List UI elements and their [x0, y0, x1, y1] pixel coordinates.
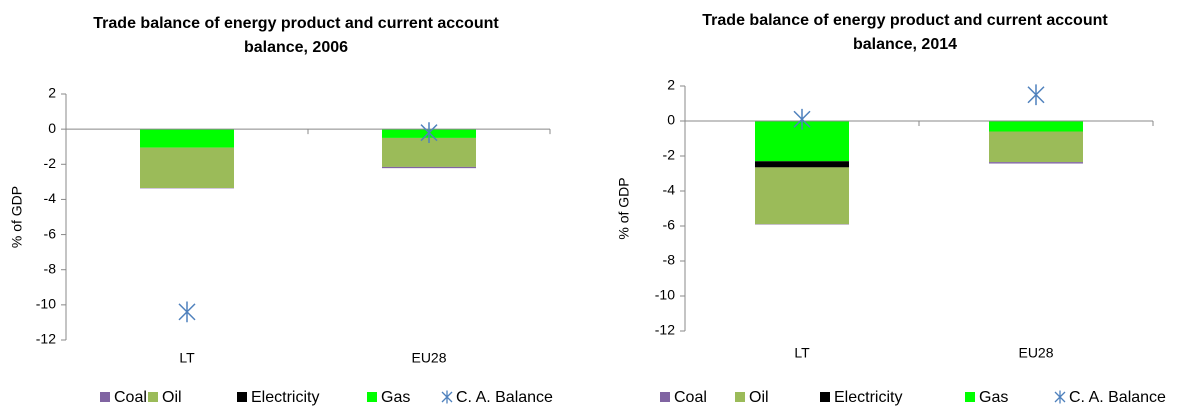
- y-tick-label: -6: [663, 217, 676, 233]
- scatter-point: [178, 301, 196, 323]
- y-axis-label: % of GDP: [616, 177, 632, 239]
- legend-label: Oil: [749, 389, 769, 406]
- y-tick-label: 2: [48, 85, 56, 101]
- chart-title: balance, 2014: [853, 36, 957, 53]
- legend-label: Gas: [381, 389, 410, 406]
- bar-segment: [989, 121, 1083, 132]
- y-axis-label: % of GDP: [9, 186, 25, 248]
- y-tick-label: -4: [44, 190, 57, 206]
- legend-marker: [1054, 390, 1066, 404]
- y-tick-label: 0: [48, 120, 56, 136]
- bar-segment: [989, 131, 1083, 163]
- legend-label: Electricity: [834, 389, 902, 406]
- legend-label: Coal: [114, 389, 147, 406]
- legend-swatch: [367, 392, 377, 402]
- legend-label: Gas: [979, 389, 1008, 406]
- legend-swatch: [237, 392, 247, 402]
- scatter-point: [1027, 84, 1045, 106]
- y-tick-label: 0: [667, 112, 675, 128]
- y-tick-label: -8: [44, 260, 57, 276]
- y-tick-label: -6: [44, 225, 57, 241]
- x-tick-label: EU28: [411, 350, 446, 366]
- y-tick-label: -8: [663, 252, 676, 268]
- bar-segment: [755, 167, 849, 225]
- y-tick-label: -12: [36, 331, 56, 347]
- y-tick-label: -12: [655, 322, 675, 338]
- chart-title: Trade balance of energy product and curr…: [93, 15, 499, 32]
- legend-swatch: [100, 392, 110, 402]
- bar-segment: [140, 129, 234, 148]
- legend-label: C. A. Balance: [1069, 389, 1166, 406]
- legend-label: Oil: [162, 389, 182, 406]
- y-tick-label: -2: [44, 155, 57, 171]
- y-tick-label: -4: [663, 182, 676, 198]
- legend-swatch: [735, 392, 745, 402]
- y-tick-label: -2: [663, 147, 676, 163]
- bar-segment: [140, 147, 234, 189]
- legend-swatch: [965, 392, 975, 402]
- bar-segment: [989, 162, 1083, 164]
- y-tick-label: -10: [655, 287, 675, 303]
- y-tick-label: 2: [667, 77, 675, 93]
- x-tick-label: LT: [179, 350, 195, 366]
- bar-segment: [382, 166, 476, 169]
- x-tick-label: LT: [794, 345, 810, 361]
- legend-swatch: [820, 392, 830, 402]
- legend-swatch: [148, 392, 158, 402]
- x-tick-label: EU28: [1018, 345, 1053, 361]
- legend-label: Coal: [674, 389, 707, 406]
- chart-title: Trade balance of energy product and curr…: [702, 12, 1108, 29]
- legend-swatch: [660, 392, 670, 402]
- scatter-point: [793, 108, 811, 130]
- legend-label: C. A. Balance: [456, 389, 553, 406]
- legend-marker: [441, 390, 453, 404]
- chart-title: balance, 2006: [244, 39, 348, 56]
- legend-label: Electricity: [251, 389, 319, 406]
- scatter-point: [420, 122, 438, 144]
- bar-segment: [755, 161, 849, 168]
- y-tick-label: -10: [36, 296, 56, 312]
